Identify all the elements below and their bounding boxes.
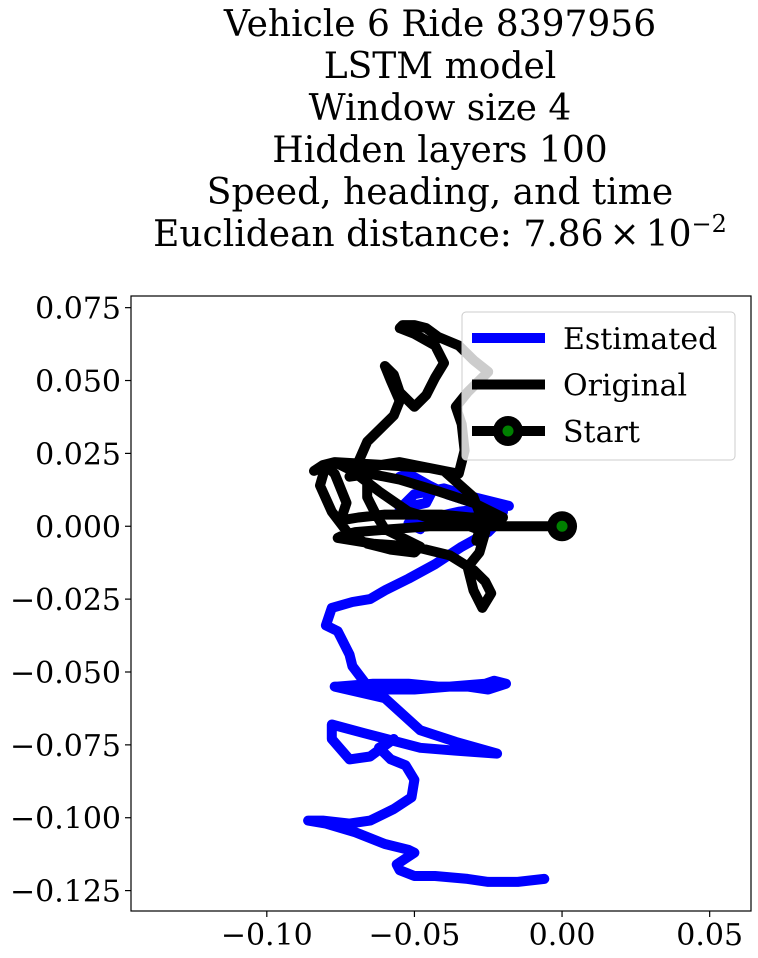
x-tick-label: −0.05 — [368, 918, 460, 953]
y-tick-label: −0.050 — [10, 656, 121, 691]
y-tick-label: 0.000 — [35, 510, 121, 545]
y-tick-label: −0.125 — [10, 875, 121, 910]
title-line: Speed, heading, and time — [207, 172, 673, 213]
y-tick-label: −0.075 — [10, 729, 121, 764]
y-tick-label: 0.050 — [35, 365, 121, 400]
legend-marker-center — [503, 426, 514, 437]
legend-label: Original — [563, 369, 687, 404]
metric-times: × — [610, 214, 640, 255]
metric-exponent: −2 — [692, 210, 727, 238]
chart-title: Vehicle 6 Ride 8397956 LSTM model Window… — [153, 4, 727, 255]
title-line: LSTM model — [324, 46, 557, 87]
title-line: Vehicle 6 Ride 8397956 — [223, 4, 656, 45]
y-tick-label: 0.025 — [35, 437, 121, 472]
y-tick-label: −0.100 — [10, 802, 121, 837]
metric-label: Euclidean distance: 7.86 — [153, 214, 603, 255]
y-tick-label: −0.025 — [10, 583, 121, 618]
x-tick-label: 0.05 — [676, 918, 743, 953]
title-metric-line: Euclidean distance: 7.86 × 10−2 — [153, 210, 727, 255]
title-line: Window size 4 — [309, 88, 572, 129]
metric-base: 10 — [646, 214, 692, 255]
legend-label: Start — [563, 415, 640, 450]
legend-label: Estimated — [563, 322, 717, 357]
legend: Estimated Original Start — [462, 312, 735, 460]
y-tick-label: 0.075 — [35, 292, 121, 327]
title-line: Hidden layers 100 — [272, 130, 607, 171]
plot-area: −0.10 −0.05 0.00 0.05 0.075 0.050 0.025 0.000 −0… — [10, 292, 751, 953]
start-marker — [547, 511, 577, 541]
x-tick-label: 0.00 — [529, 918, 596, 953]
x-tick-label: −0.10 — [221, 918, 313, 953]
start-marker-center — [557, 521, 568, 532]
